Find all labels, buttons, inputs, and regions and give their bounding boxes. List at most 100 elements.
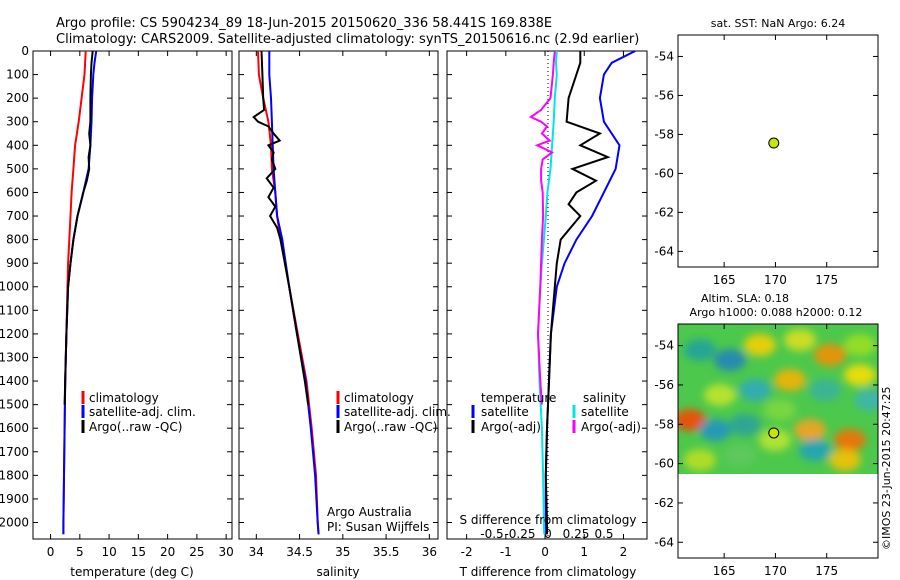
- sst-map-frame: [677, 34, 879, 268]
- altimetry-title-line1: Altim. SLA: 0.18: [701, 292, 789, 305]
- sst-map-panel: sat. SST: NaN Argo: 6.24 165 170 175 -54 -56…: [654, 17, 879, 287]
- x-tick-label: 10: [101, 545, 116, 559]
- series-line-temperature-satellite: [544, 50, 636, 535]
- series-line-climatology: [62, 50, 87, 535]
- difference-plot-frame: [446, 50, 648, 540]
- x-tick-label: 25: [189, 545, 204, 559]
- difference-panel: -2 -1 0 1 2-0.5 -0.25 0 0.25 0.5 S difference fr…: [446, 50, 648, 579]
- s-tick-label: -0.5: [480, 527, 503, 541]
- map-y-tick-label: -54: [654, 49, 674, 63]
- x-tick-label: -1: [500, 545, 512, 559]
- y-tick-label: 1300: [0, 350, 29, 364]
- sla-cell: [799, 439, 831, 461]
- y-tick-label: 300: [6, 115, 29, 129]
- legend-satellite-label: satellite-adj. clim.: [344, 405, 451, 419]
- y-tick-label: 1600: [0, 421, 29, 435]
- salinity-panel: 34 34.5 35 35.5 36 salinity climatology sate…: [238, 50, 451, 579]
- map-y-tick-label: -62: [654, 496, 674, 510]
- x-tick-label: 5: [76, 545, 84, 559]
- sla-cell: [724, 444, 756, 466]
- x-tick-label: -2: [461, 545, 473, 559]
- sla-cell: [739, 379, 771, 401]
- y-tick-label: 1800: [0, 468, 29, 482]
- y-tick-label: 1200: [0, 327, 29, 341]
- sla-cell: [714, 349, 746, 371]
- sla-cell: [844, 364, 876, 386]
- y-tick-label: 2000: [0, 515, 29, 529]
- y-tick-label: 1500: [0, 398, 29, 412]
- series-line-climatology: [257, 50, 320, 535]
- s-tick-label: 0.5: [594, 527, 613, 541]
- difference-legend: temperature salinity satellite Argo(-adj…: [471, 391, 641, 434]
- legend-header-salinity: salinity: [583, 391, 626, 405]
- map-x-tick-label: 165: [713, 273, 736, 287]
- temperature-lines: [62, 50, 98, 535]
- map-y-tick-label: -58: [654, 417, 674, 431]
- series-line-salinity-satellite: [536, 50, 558, 535]
- salinity-depth-ticks: [239, 50, 438, 523]
- y-tick-label: 0: [21, 44, 29, 58]
- sla-cell: [829, 449, 861, 471]
- altimetry-map-panel: Altim. SLA: 0.18 Argo h1000: 0.088 h2000…: [654, 292, 879, 578]
- argo-position-marker: [768, 427, 780, 439]
- series-line-satellite-adj-clim-: [268, 51, 320, 535]
- s-tick-label: -0.25: [504, 527, 535, 541]
- depth-ticks: 0 100 200 300 400 500 600 700 800 900 1000 1100 1200…: [0, 44, 232, 529]
- sla-cell: [844, 334, 876, 356]
- legend-t-argo-label: Argo(-adj): [481, 420, 541, 434]
- y-tick-label: 1900: [0, 492, 29, 506]
- map-y-tick-label: -62: [654, 205, 674, 219]
- sla-cell: [854, 389, 878, 411]
- y-tick-label: 100: [6, 68, 29, 82]
- sla-cell: [814, 344, 846, 366]
- salinity-xlabel: salinity: [316, 565, 359, 579]
- altimetry-title-line2: Argo h1000: 0.088 h2000: 0.12: [690, 306, 863, 319]
- sla-cell: [759, 429, 791, 451]
- series-line-argo-raw-qc-: [63, 50, 94, 405]
- map-y-tick-label: -64: [654, 535, 674, 549]
- map-y-tick-label: -60: [654, 166, 674, 180]
- x-tick-label: 2: [620, 545, 628, 559]
- salinity-legend: climatology satellite-adj. clim. Argo(..…: [336, 391, 451, 434]
- x-tick-label: 1: [580, 545, 588, 559]
- map-x-tick-label: 165: [713, 564, 736, 578]
- y-tick-label: 400: [6, 138, 29, 152]
- temperature-xlabel: temperature (deg C): [70, 565, 193, 579]
- x-tick-label: 34: [249, 545, 264, 559]
- sla-cell: [834, 429, 866, 451]
- y-tick-label: 800: [6, 233, 29, 247]
- map-x-tick-label: 175: [815, 273, 838, 287]
- y-tick-label: 1100: [0, 303, 29, 317]
- sla-cell: [744, 334, 776, 356]
- y-tick-label: 1000: [0, 280, 29, 294]
- x-tick-label: 35: [335, 545, 350, 559]
- difference-lines: [528, 50, 636, 535]
- sla-cell: [684, 449, 716, 471]
- map-y-tick-label: -56: [654, 378, 674, 392]
- legend-satellite-label: satellite-adj. clim.: [89, 405, 196, 419]
- altimetry-map-frame: [677, 323, 879, 559]
- altimetry-map-ticks: 165 170 175 -54 -56 -58 -60 -62 -64: [654, 324, 878, 578]
- credit-stamp: ©IMOS 23-Jun-2015 20:47:25: [880, 386, 893, 550]
- sla-cell: [764, 399, 796, 421]
- sla-cell: [729, 414, 761, 436]
- sla-heatmap: [678, 324, 878, 474]
- x-tick-label: 0: [47, 545, 55, 559]
- legend-header-temperature: temperature: [481, 391, 556, 405]
- sla-cell: [699, 419, 731, 441]
- map-x-tick-label: 170: [764, 564, 787, 578]
- difference-ticks: -2 -1 0 1 2-0.5 -0.25 0 0.25 0.5: [461, 51, 628, 559]
- temperature-legend: climatology satellite-adj. clim. Argo(..…: [81, 391, 196, 434]
- x-tick-label: 30: [219, 545, 234, 559]
- salinity-plot-frame: [238, 50, 439, 540]
- annotation-pi: PI: Susan Wijffels: [327, 520, 429, 534]
- legend-s-satellite-label: satellite: [581, 405, 629, 419]
- series-line-temperature-argo-adj-: [544, 51, 611, 535]
- map-y-tick-label: -60: [654, 457, 674, 471]
- sst-map-title: sat. SST: NaN Argo: 6.24: [711, 17, 845, 30]
- sla-cell: [784, 329, 816, 351]
- sla-cell: [704, 384, 736, 406]
- sst-map-ticks: 165 170 175 -54 -56 -58 -60 -62 -64: [654, 35, 878, 287]
- salinity-lines: [252, 50, 320, 535]
